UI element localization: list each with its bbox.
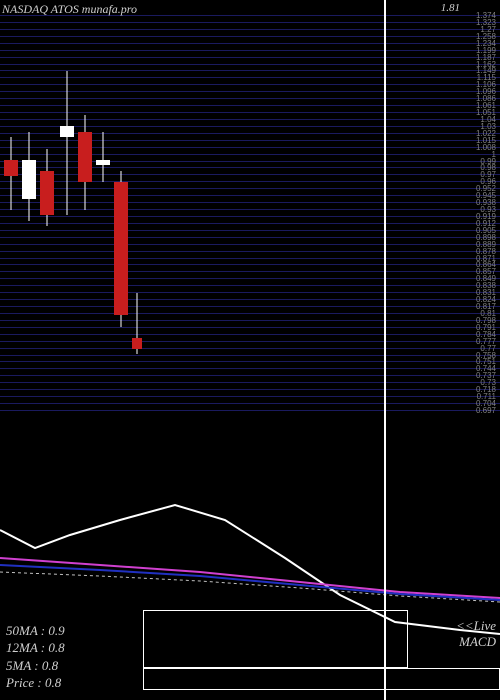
ticker-label: NASDAQ ATOS munafa.pro xyxy=(2,2,137,17)
cursor-line xyxy=(384,0,386,700)
indicator-panel: 50MA : 0.912MA : 0.85MA : 0.8Price : 0.8… xyxy=(0,420,500,700)
macd-text: MACD xyxy=(456,634,496,650)
candle xyxy=(60,71,74,216)
outline-box xyxy=(143,610,408,668)
candle xyxy=(78,115,92,210)
last-price: 1.81 xyxy=(441,2,460,14)
blue-line xyxy=(0,565,500,600)
y-axis-labels: 1.3741.3231.271.2581.2341.1991.1871.1621… xyxy=(448,15,498,410)
candle xyxy=(40,149,54,227)
stat-line: 12MA : 0.8 xyxy=(6,639,65,657)
stat-line: 5MA : 0.8 xyxy=(6,657,65,675)
candle xyxy=(22,132,36,221)
chart-container: NASDAQ ATOS munafa.pro 1.81 1.3741.3231.… xyxy=(0,0,500,700)
candle xyxy=(114,171,128,327)
macd-label: <<Live MACD xyxy=(456,618,496,650)
candle xyxy=(4,137,18,209)
price-panel: NASDAQ ATOS munafa.pro 1.81 1.3741.3231.… xyxy=(0,0,500,420)
stat-line: 50MA : 0.9 xyxy=(6,622,65,640)
ma-stats: 50MA : 0.912MA : 0.85MA : 0.8Price : 0.8 xyxy=(6,622,65,692)
magenta-line xyxy=(0,558,500,598)
outline-box xyxy=(143,668,500,690)
candlesticks xyxy=(0,15,500,410)
stat-line: Price : 0.8 xyxy=(6,674,65,692)
live-text: <<Live xyxy=(456,618,496,634)
candle xyxy=(96,132,110,182)
candle xyxy=(132,293,142,354)
